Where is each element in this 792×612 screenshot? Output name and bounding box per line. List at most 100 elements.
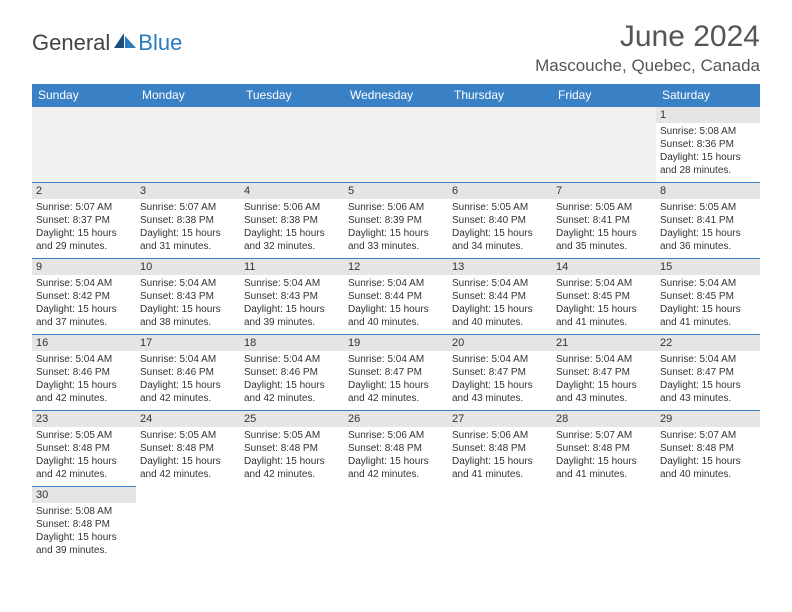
calendar-cell: 4Sunrise: 5:06 AMSunset: 8:38 PMDaylight… [240, 183, 344, 259]
daylight-line-2: and 29 minutes. [36, 240, 132, 253]
sunrise-line: Sunrise: 5:05 AM [244, 429, 340, 442]
daylight-line-2: and 34 minutes. [452, 240, 548, 253]
day-number: 21 [552, 335, 656, 351]
sail-icon [112, 31, 138, 56]
sunset-line: Sunset: 8:46 PM [36, 366, 132, 379]
day-details: Sunrise: 5:05 AMSunset: 8:41 PMDaylight:… [656, 199, 760, 257]
sunset-line: Sunset: 8:36 PM [660, 138, 756, 151]
daylight-line-1: Daylight: 15 hours [140, 303, 236, 316]
day-details: Sunrise: 5:06 AMSunset: 8:38 PMDaylight:… [240, 199, 344, 257]
day-details: Sunrise: 5:07 AMSunset: 8:38 PMDaylight:… [136, 199, 240, 257]
day-number: 26 [344, 411, 448, 427]
sunset-line: Sunset: 8:48 PM [556, 442, 652, 455]
sunset-line: Sunset: 8:47 PM [556, 366, 652, 379]
sunset-line: Sunset: 8:45 PM [556, 290, 652, 303]
day-details: Sunrise: 5:07 AMSunset: 8:48 PMDaylight:… [552, 427, 656, 485]
day-number: 20 [448, 335, 552, 351]
daylight-line-1: Daylight: 15 hours [660, 151, 756, 164]
day-details: Sunrise: 5:04 AMSunset: 8:45 PMDaylight:… [552, 275, 656, 333]
sunrise-line: Sunrise: 5:04 AM [556, 277, 652, 290]
sunrise-line: Sunrise: 5:07 AM [140, 201, 236, 214]
sunrise-line: Sunrise: 5:04 AM [140, 277, 236, 290]
daylight-line-2: and 42 minutes. [36, 468, 132, 481]
day-details: Sunrise: 5:06 AMSunset: 8:39 PMDaylight:… [344, 199, 448, 257]
calendar-table: Sunday Monday Tuesday Wednesday Thursday… [32, 84, 760, 563]
sunrise-line: Sunrise: 5:04 AM [244, 277, 340, 290]
day-number: 11 [240, 259, 344, 275]
day-details: Sunrise: 5:08 AMSunset: 8:36 PMDaylight:… [656, 123, 760, 181]
calendar-cell: 27Sunrise: 5:06 AMSunset: 8:48 PMDayligh… [448, 411, 552, 487]
daylight-line-2: and 39 minutes. [244, 316, 340, 329]
calendar-cell: 25Sunrise: 5:05 AMSunset: 8:48 PMDayligh… [240, 411, 344, 487]
weekday-header: Friday [552, 84, 656, 107]
calendar-cell: 6Sunrise: 5:05 AMSunset: 8:40 PMDaylight… [448, 183, 552, 259]
logo-text-blue: Blue [138, 30, 182, 56]
day-number: 15 [656, 259, 760, 275]
day-details: Sunrise: 5:05 AMSunset: 8:48 PMDaylight:… [32, 427, 136, 485]
sunrise-line: Sunrise: 5:05 AM [140, 429, 236, 442]
sunrise-line: Sunrise: 5:04 AM [348, 353, 444, 366]
calendar-cell: 7Sunrise: 5:05 AMSunset: 8:41 PMDaylight… [552, 183, 656, 259]
day-number: 29 [656, 411, 760, 427]
sunrise-line: Sunrise: 5:06 AM [452, 429, 548, 442]
calendar-cell: 14Sunrise: 5:04 AMSunset: 8:45 PMDayligh… [552, 259, 656, 335]
day-number: 8 [656, 183, 760, 199]
day-details: Sunrise: 5:05 AMSunset: 8:48 PMDaylight:… [136, 427, 240, 485]
daylight-line-2: and 42 minutes. [348, 468, 444, 481]
day-number: 9 [32, 259, 136, 275]
day-number: 23 [32, 411, 136, 427]
day-number: 19 [344, 335, 448, 351]
day-number: 27 [448, 411, 552, 427]
sunset-line: Sunset: 8:40 PM [452, 214, 548, 227]
calendar-cell: 17Sunrise: 5:04 AMSunset: 8:46 PMDayligh… [136, 335, 240, 411]
day-details: Sunrise: 5:04 AMSunset: 8:44 PMDaylight:… [344, 275, 448, 333]
day-number: 28 [552, 411, 656, 427]
calendar-week-row: 2Sunrise: 5:07 AMSunset: 8:37 PMDaylight… [32, 183, 760, 259]
sunrise-line: Sunrise: 5:04 AM [452, 277, 548, 290]
calendar-cell [240, 107, 344, 183]
weekday-header: Monday [136, 84, 240, 107]
sunrise-line: Sunrise: 5:05 AM [452, 201, 548, 214]
day-number: 24 [136, 411, 240, 427]
calendar-cell [552, 487, 656, 563]
daylight-line-1: Daylight: 15 hours [244, 303, 340, 316]
daylight-line-1: Daylight: 15 hours [140, 379, 236, 392]
calendar-cell: 5Sunrise: 5:06 AMSunset: 8:39 PMDaylight… [344, 183, 448, 259]
sunset-line: Sunset: 8:46 PM [140, 366, 236, 379]
day-details: Sunrise: 5:04 AMSunset: 8:46 PMDaylight:… [136, 351, 240, 409]
sunrise-line: Sunrise: 5:06 AM [244, 201, 340, 214]
calendar-cell: 16Sunrise: 5:04 AMSunset: 8:46 PMDayligh… [32, 335, 136, 411]
sunrise-line: Sunrise: 5:05 AM [556, 201, 652, 214]
day-details: Sunrise: 5:04 AMSunset: 8:43 PMDaylight:… [136, 275, 240, 333]
sunrise-line: Sunrise: 5:06 AM [348, 429, 444, 442]
calendar-cell [344, 487, 448, 563]
calendar-cell [240, 487, 344, 563]
day-number: 25 [240, 411, 344, 427]
calendar-cell: 13Sunrise: 5:04 AMSunset: 8:44 PMDayligh… [448, 259, 552, 335]
calendar-cell [448, 487, 552, 563]
daylight-line-1: Daylight: 15 hours [452, 303, 548, 316]
calendar-body: 1Sunrise: 5:08 AMSunset: 8:36 PMDaylight… [32, 107, 760, 563]
sunset-line: Sunset: 8:41 PM [660, 214, 756, 227]
day-number: 4 [240, 183, 344, 199]
sunset-line: Sunset: 8:44 PM [348, 290, 444, 303]
daylight-line-1: Daylight: 15 hours [140, 455, 236, 468]
day-details: Sunrise: 5:05 AMSunset: 8:48 PMDaylight:… [240, 427, 344, 485]
daylight-line-2: and 41 minutes. [556, 316, 652, 329]
day-number: 5 [344, 183, 448, 199]
title-block: June 2024 Mascouche, Quebec, Canada [535, 20, 760, 76]
calendar-cell [136, 487, 240, 563]
calendar-cell: 23Sunrise: 5:05 AMSunset: 8:48 PMDayligh… [32, 411, 136, 487]
day-number: 13 [448, 259, 552, 275]
day-details: Sunrise: 5:06 AMSunset: 8:48 PMDaylight:… [344, 427, 448, 485]
day-details: Sunrise: 5:04 AMSunset: 8:46 PMDaylight:… [32, 351, 136, 409]
calendar-cell: 11Sunrise: 5:04 AMSunset: 8:43 PMDayligh… [240, 259, 344, 335]
sunset-line: Sunset: 8:48 PM [244, 442, 340, 455]
day-details: Sunrise: 5:04 AMSunset: 8:45 PMDaylight:… [656, 275, 760, 333]
daylight-line-1: Daylight: 15 hours [140, 227, 236, 240]
day-number: 7 [552, 183, 656, 199]
day-number: 1 [656, 107, 760, 123]
sunset-line: Sunset: 8:42 PM [36, 290, 132, 303]
day-details: Sunrise: 5:04 AMSunset: 8:47 PMDaylight:… [552, 351, 656, 409]
calendar-cell: 12Sunrise: 5:04 AMSunset: 8:44 PMDayligh… [344, 259, 448, 335]
